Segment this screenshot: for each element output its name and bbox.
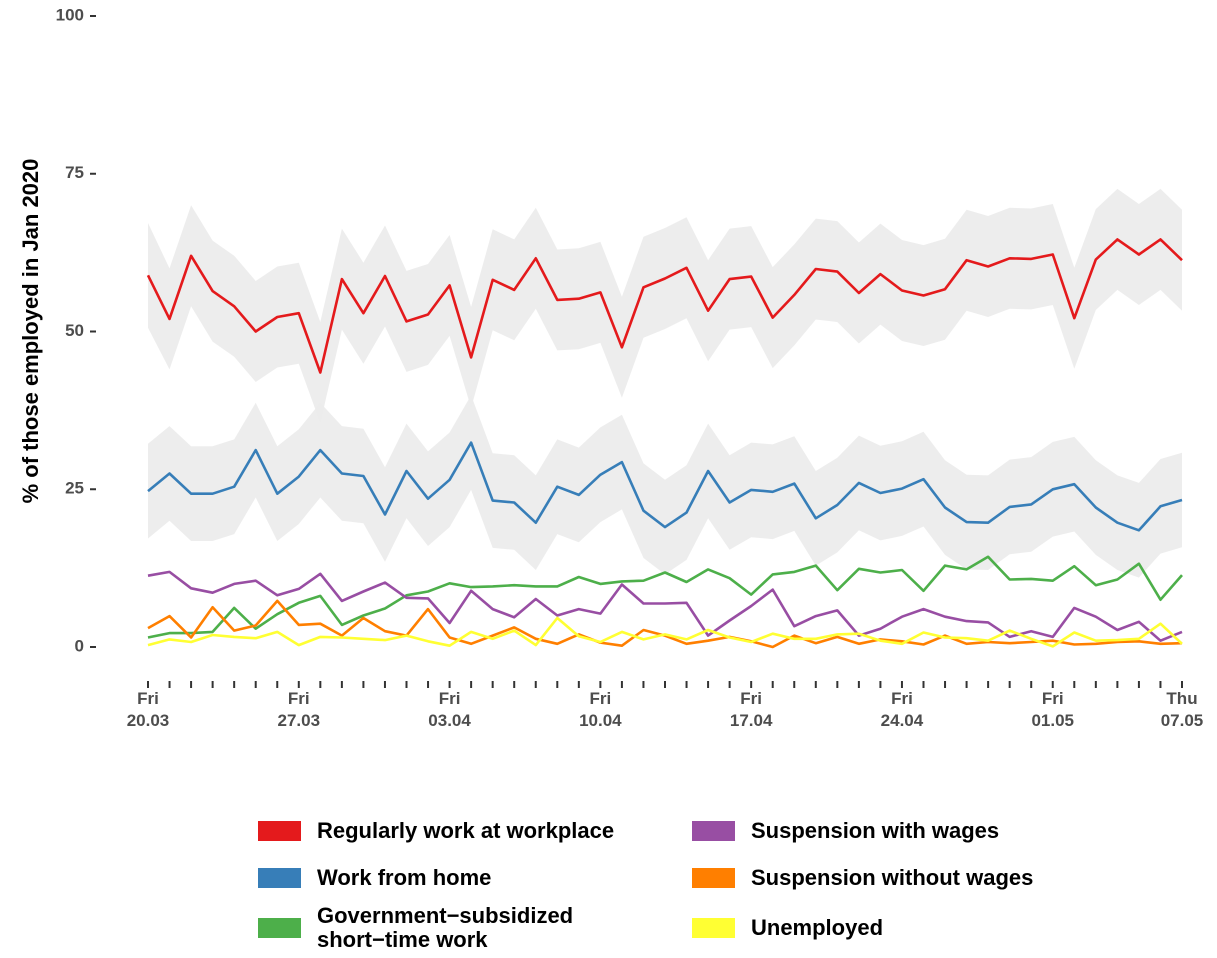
legend-item: Work from home — [258, 866, 491, 890]
legend-swatch — [692, 821, 735, 841]
legend-swatch — [258, 821, 301, 841]
x-tick-label: Thu 07.05 — [1160, 689, 1204, 730]
series-line — [146, 238, 1183, 374]
series-line — [147, 555, 1183, 639]
y-tick-label: 75 — [65, 163, 84, 182]
confidence-band — [148, 395, 1182, 578]
series-line — [147, 441, 1183, 532]
legend-swatch — [258, 868, 301, 888]
legend-item: Unemployed — [692, 916, 883, 940]
legend-item: Suspension without wages — [692, 866, 1033, 890]
y-axis-title: % of those employed in Jan 2020 — [18, 159, 43, 504]
x-tick-label: Fri 27.03 — [277, 689, 321, 730]
x-tick-label: Fri 10.04 — [579, 689, 622, 730]
x-tick-label: Fri 20.03 — [126, 689, 170, 730]
legend-label: Work from home — [317, 865, 492, 890]
x-tick-label: Fri 01.05 — [1031, 689, 1075, 730]
series-line — [147, 570, 1183, 642]
series-line — [147, 616, 1183, 648]
legend-item: Regularly work at workplace — [258, 819, 614, 843]
legend-item: Suspension with wages — [692, 819, 999, 843]
legend-swatch — [692, 868, 735, 888]
legend-label: Unemployed — [751, 915, 884, 940]
legend-label: Government−subsidized short−time work — [317, 903, 574, 952]
legend-swatch — [258, 918, 301, 938]
y-tick-label: 0 — [75, 636, 84, 655]
legend-label: Suspension without wages — [751, 865, 1034, 890]
x-tick-label: Fri 24.04 — [880, 689, 924, 730]
legend-label: Suspension with wages — [751, 818, 1000, 843]
y-tick-label: 25 — [65, 479, 84, 498]
confidence-band — [148, 188, 1182, 423]
y-tick-label: 100 — [56, 5, 84, 24]
legend-item: Government−subsidized short−time work — [258, 904, 573, 952]
legend-label: Regularly work at workplace — [317, 818, 615, 843]
series-line — [147, 599, 1183, 649]
x-tick-label: Fri 03.04 — [428, 689, 471, 730]
legend-swatch — [692, 918, 735, 938]
x-tick-label: Fri 17.04 — [729, 689, 773, 730]
y-tick-label: 50 — [65, 321, 84, 340]
